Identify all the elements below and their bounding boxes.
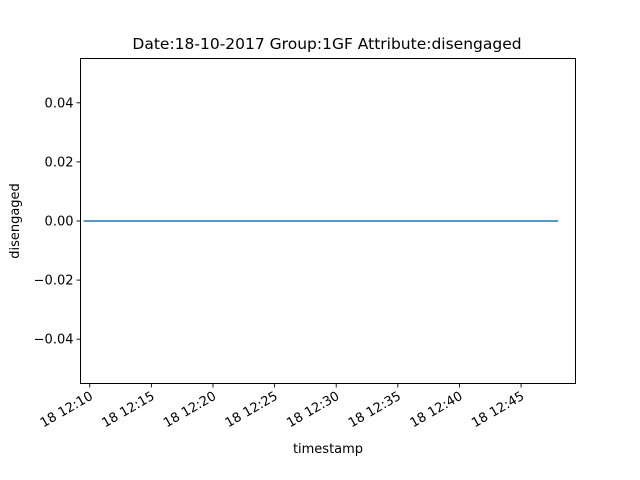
x-tick-label-0: 18 12:10: [38, 389, 96, 431]
x-axis-label: timestamp: [293, 442, 363, 457]
y-tick-label-2: 0.00: [45, 215, 74, 230]
y-tick-label-3: −0.02: [34, 274, 74, 289]
y-axis-label: disengaged: [8, 183, 23, 259]
y-tick-label-1: 0.02: [45, 155, 74, 170]
chart-title: Date:18-10-2017 Group:1GF Attribute:dise…: [132, 35, 521, 53]
x-tick-label-1: 18 12:15: [100, 389, 158, 431]
y-tick-label-0: 0.04: [45, 96, 74, 111]
x-tick-label-3: 18 12:25: [223, 389, 281, 431]
x-tick-label-4: 18 12:30: [284, 389, 342, 431]
y-tick-label-4: −0.04: [34, 333, 74, 348]
x-tick-label-5: 18 12:35: [346, 389, 404, 431]
x-tick-label-2: 18 12:20: [161, 389, 219, 431]
x-axis: 18 12:10 18 12:15 18 12:20 18 12:25 18 12:30…: [38, 383, 527, 431]
x-tick-label-7: 18 12:45: [469, 389, 527, 431]
x-tick-label-6: 18 12:40: [408, 389, 466, 431]
y-axis: 0.04 0.02 0.00 −0.02 −0.04: [34, 96, 81, 348]
